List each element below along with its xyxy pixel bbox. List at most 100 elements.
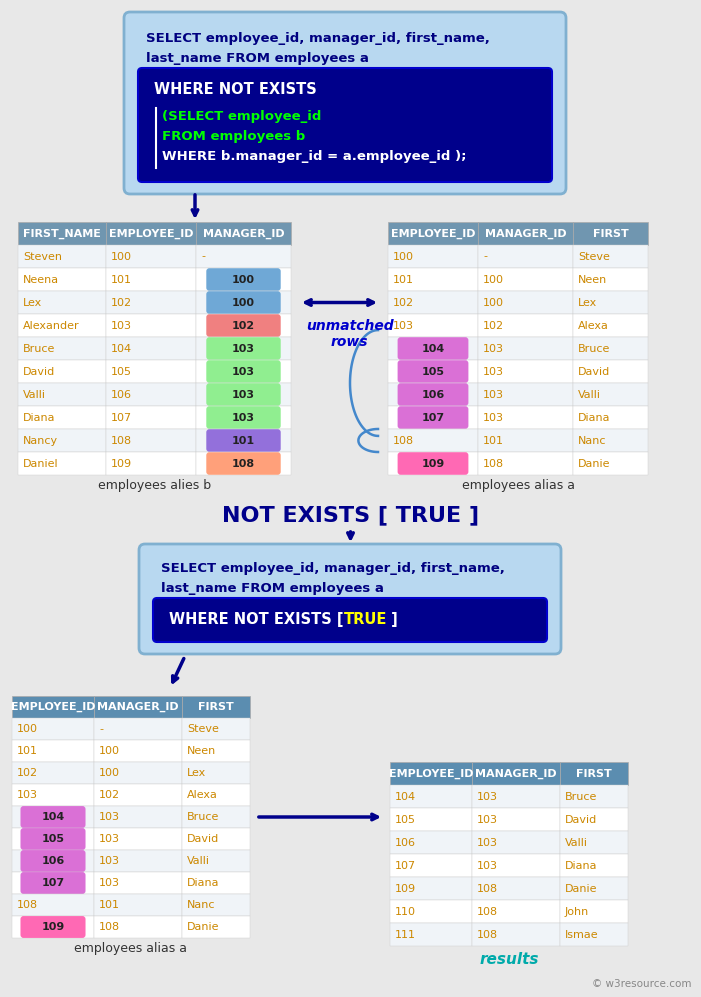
Bar [18,314,106,337]
Text: 100: 100 [99,746,120,756]
Text: Steve: Steve [187,724,219,734]
Text: EMPLOYEE_ID: EMPLOYEE_ID [390,228,475,238]
FancyBboxPatch shape [206,291,280,314]
Text: 104: 104 [395,792,416,802]
Bar [94,828,182,850]
Bar [472,785,560,808]
Text: 103: 103 [232,367,255,377]
Bar [478,222,573,245]
Text: 103: 103 [393,320,414,330]
FancyBboxPatch shape [206,430,280,452]
Bar [12,850,94,872]
Bar [94,894,182,916]
Text: -: - [483,251,487,261]
Bar [560,762,628,785]
Text: Steven: Steven [23,251,62,261]
Bar [94,850,182,872]
Bar [478,429,573,452]
Bar [573,360,648,383]
FancyBboxPatch shape [20,850,86,872]
Bar [18,429,106,452]
Text: 103: 103 [99,812,120,822]
Bar [18,452,106,475]
Text: 108: 108 [477,906,498,916]
Text: Lex: Lex [23,297,42,307]
Bar [390,762,472,785]
Text: David: David [23,367,55,377]
Bar [196,360,291,383]
Text: 104: 104 [41,812,64,822]
Text: Danie: Danie [578,459,611,469]
Bar [94,762,182,784]
Text: 100: 100 [111,251,132,261]
Text: 104: 104 [111,344,132,354]
Bar [478,268,573,291]
Text: Valli: Valli [187,856,210,866]
FancyBboxPatch shape [20,807,86,828]
FancyBboxPatch shape [20,872,86,894]
Bar [18,245,106,268]
Text: │: │ [152,122,158,135]
Text: 108: 108 [477,929,498,939]
Bar [573,337,648,360]
Bar [390,808,472,831]
Text: Alexander: Alexander [23,320,80,330]
Text: Nancy: Nancy [23,436,58,446]
Text: 105: 105 [41,834,64,844]
Text: Bruce: Bruce [187,812,219,822]
Bar [94,740,182,762]
Bar [560,923,628,946]
Bar [182,696,250,718]
FancyBboxPatch shape [153,598,547,642]
Text: FIRST: FIRST [198,702,234,712]
Text: NOT EXISTS [ TRUE ]: NOT EXISTS [ TRUE ] [222,505,479,525]
Text: Diana: Diana [187,878,219,888]
Text: SELECT employee_id, manager_id, first_name,: SELECT employee_id, manager_id, first_na… [146,32,490,45]
Bar [94,806,182,828]
FancyBboxPatch shape [397,337,468,360]
Bar [388,360,478,383]
Bar [94,784,182,806]
Bar [472,808,560,831]
Bar [478,291,573,314]
Bar [106,360,196,383]
Text: © w3resource.com: © w3resource.com [592,979,691,989]
Bar [388,222,478,245]
Text: 107: 107 [395,860,416,870]
Bar [196,222,291,245]
Text: Valli: Valli [23,390,46,400]
Text: Danie: Danie [565,883,597,893]
Bar [560,900,628,923]
Text: 109: 109 [395,883,416,893]
Text: employees alias a: employees alias a [74,942,187,955]
Text: 109: 109 [111,459,132,469]
Bar [94,872,182,894]
Bar [18,383,106,406]
Bar [12,828,94,850]
Text: 108: 108 [232,459,255,469]
Text: 102: 102 [232,320,255,330]
Bar [106,222,196,245]
Bar [182,894,250,916]
Bar [573,291,648,314]
Text: Bruce: Bruce [578,344,611,354]
FancyBboxPatch shape [124,12,566,194]
Bar [390,877,472,900]
Text: 108: 108 [483,459,504,469]
Text: 107: 107 [421,413,444,423]
Text: 105: 105 [421,367,444,377]
Bar [182,916,250,938]
Bar [388,314,478,337]
Bar [196,452,291,475]
Bar [18,337,106,360]
Text: 101: 101 [483,436,504,446]
FancyBboxPatch shape [20,916,86,938]
Text: 100: 100 [232,297,255,307]
Bar [12,894,94,916]
Text: 100: 100 [232,274,255,284]
Text: MANAGER_ID: MANAGER_ID [475,769,557,779]
Bar [106,245,196,268]
Text: 101: 101 [393,274,414,284]
Text: 109: 109 [41,922,64,932]
Bar [106,452,196,475]
